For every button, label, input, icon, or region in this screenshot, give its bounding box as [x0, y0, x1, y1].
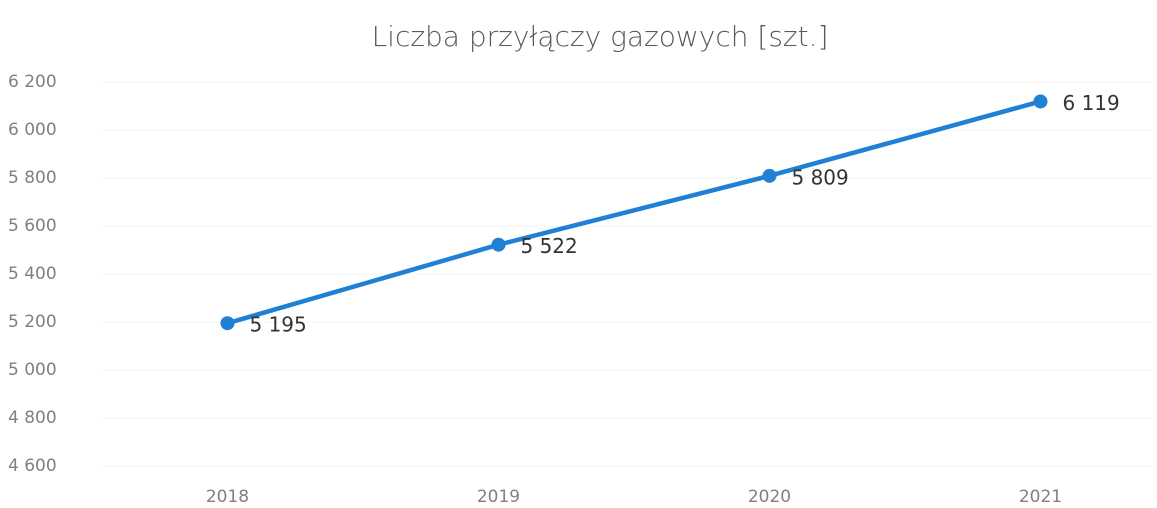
y-tick-label: 5 800	[8, 168, 57, 188]
x-tick-label: 2020	[748, 487, 791, 507]
data-label: 5 522	[521, 234, 578, 258]
y-tick-label: 6 200	[8, 72, 57, 92]
y-tick-label: 6 000	[8, 120, 57, 140]
data-label: 6 119	[1063, 91, 1120, 115]
data-label: 5 195	[250, 313, 307, 337]
y-tick-label: 5 200	[8, 312, 57, 332]
y-tick-label: 4 600	[8, 456, 57, 476]
marker	[220, 316, 235, 331]
data-label: 5 809	[792, 165, 849, 189]
marker	[1033, 94, 1048, 109]
x-tick-label: 2018	[206, 487, 249, 507]
chart-title: Liczba przyłączy gazowych [szt.]	[372, 20, 829, 53]
y-tick-label: 5 400	[8, 264, 57, 284]
y-tick-label: 5 600	[8, 216, 57, 236]
y-tick-label: 4 800	[8, 408, 57, 428]
x-tick-label: 2021	[1019, 487, 1062, 507]
y-tick-label: 5 000	[8, 360, 57, 380]
line	[226, 99, 1042, 326]
x-tick-label: 2019	[477, 487, 520, 507]
marker	[491, 237, 506, 252]
marker	[762, 168, 777, 183]
